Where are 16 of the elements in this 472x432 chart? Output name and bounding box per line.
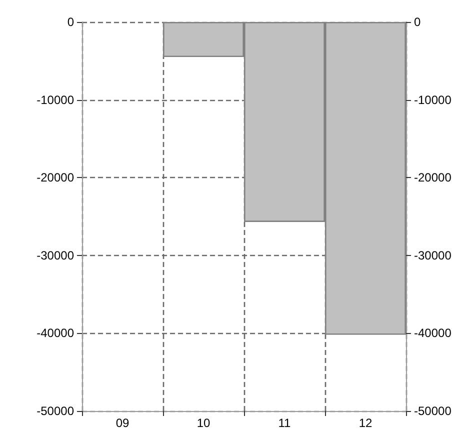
y-tick-label: -30000 <box>36 248 74 262</box>
y2-tick-label: -30000 <box>414 248 452 262</box>
x-tick-label: 12 <box>358 416 372 430</box>
y2-tick-label: -20000 <box>414 170 452 185</box>
x-tick-label: 11 <box>278 416 292 430</box>
y2-tick-label: 0 <box>414 15 421 29</box>
x-tick-label: 09 <box>116 416 130 430</box>
y-tick-label: -40000 <box>36 326 74 340</box>
x-tick-label: 10 <box>196 416 210 430</box>
y-tick-label: -10000 <box>36 92 74 107</box>
y2-tick-label: -50000 <box>414 404 452 418</box>
y-tick-label: -50000 <box>36 404 74 418</box>
y2-tick-label: -10000 <box>414 92 452 107</box>
y-tick-label: 0 <box>67 15 74 29</box>
y2-tick-label: -40000 <box>414 326 452 340</box>
y-tick-label: -20000 <box>36 170 74 185</box>
